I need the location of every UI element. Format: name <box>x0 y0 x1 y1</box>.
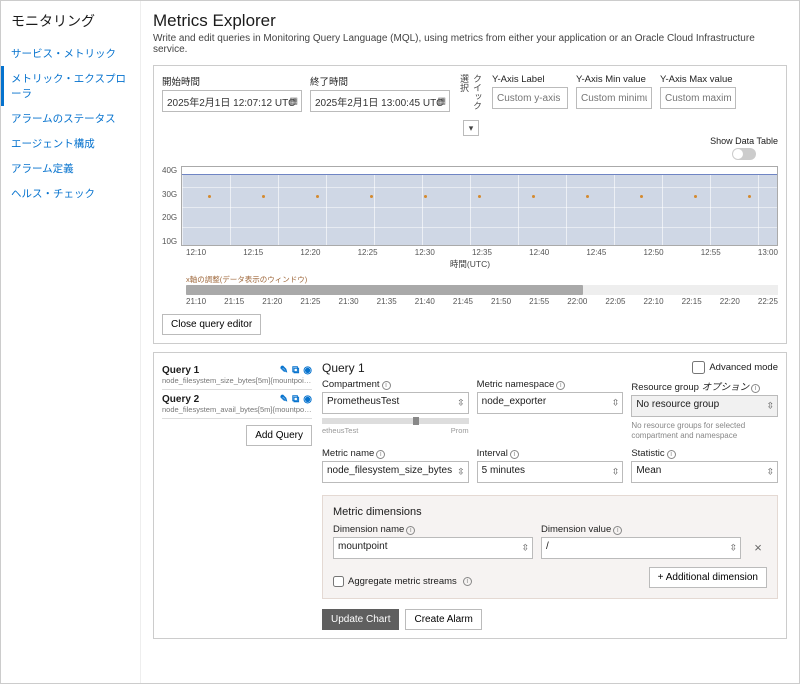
x-scroll-track[interactable] <box>186 285 778 295</box>
query-panel: Query 1 ✎ ⧉ ◉ node_filesystem_size_bytes… <box>153 352 787 639</box>
x-axis-bottom: 21:1021:1521:2021:2521:3021:3521:4021:45… <box>162 297 778 306</box>
compartment-select[interactable]: PrometheusTest <box>322 392 469 414</box>
sidebar-item-health-check[interactable]: ヘルス・チェック <box>1 181 140 206</box>
start-time-input[interactable] <box>162 90 302 112</box>
dimension-value-select[interactable]: / <box>541 537 741 559</box>
interval-label: Intervali <box>477 448 624 459</box>
info-icon[interactable]: i <box>556 381 565 390</box>
sidebar-item-agent-config[interactable]: エージェント構成 <box>1 131 140 156</box>
edit-icon[interactable]: ✎ <box>280 394 288 405</box>
resource-group-select[interactable]: No resource group <box>631 395 778 417</box>
info-icon[interactable]: i <box>463 577 472 586</box>
info-icon[interactable]: i <box>406 526 415 535</box>
yaxis-max-input[interactable] <box>660 87 736 109</box>
remove-dimension-button[interactable]: × <box>749 537 767 559</box>
resource-group-label: Resource group オプションi <box>631 379 778 393</box>
x-axis-top: 12:1012:1512:2012:2512:3012:3512:4012:45… <box>162 248 778 257</box>
aggregate-checkbox[interactable]: Aggregate metric streamsi <box>333 576 472 587</box>
yaxis-label-input[interactable] <box>492 87 568 109</box>
metric-name-label: Metric namei <box>322 448 469 459</box>
info-icon[interactable]: i <box>613 526 622 535</box>
copy-icon[interactable]: ⧉ <box>292 394 299 405</box>
end-time-label: 終了時間 <box>310 74 450 88</box>
sidebar-item-alarm-def[interactable]: アラーム定義 <box>1 156 140 181</box>
compartment-scroll[interactable] <box>322 418 469 424</box>
query-name: Query 1 <box>162 365 199 376</box>
quick-select: クイック選択 ▾ <box>458 74 484 136</box>
update-chart-button[interactable]: Update Chart <box>322 609 399 630</box>
dimension-name-label: Dimension namei <box>333 524 533 535</box>
page-title: Metrics Explorer <box>153 11 787 31</box>
main-content: Metrics Explorer Write and edit queries … <box>141 1 799 683</box>
end-time-input[interactable] <box>310 90 450 112</box>
sidebar-item-alarm-status[interactable]: アラームのステータス <box>1 106 140 131</box>
info-icon[interactable]: i <box>751 384 760 393</box>
info-icon[interactable]: i <box>376 450 385 459</box>
add-query-button[interactable]: Add Query <box>246 425 312 446</box>
info-icon[interactable]: i <box>667 450 676 459</box>
query-expression: node_filesystem_avail_bytes[5m]{mountpoi… <box>162 405 312 414</box>
y-axis: 40G 30G 20G 10G <box>162 166 181 246</box>
dimension-name-select[interactable]: mountpoint <box>333 537 533 559</box>
query-form: Advanced mode Query 1 Compartmenti Prome… <box>322 361 778 630</box>
quick-select-label: クイック選択 <box>458 74 484 118</box>
create-alarm-button[interactable]: Create Alarm <box>405 609 481 630</box>
sidebar: モニタリング サービス・メトリック メトリック・エクスプローラ アラームのステー… <box>1 1 141 683</box>
namespace-label: Metric namespacei <box>477 379 624 390</box>
query-list: Query 1 ✎ ⧉ ◉ node_filesystem_size_bytes… <box>162 361 312 630</box>
edit-icon[interactable]: ✎ <box>280 365 288 376</box>
metric-dimensions-box: Metric dimensions Dimension namei mountp… <box>322 495 778 599</box>
namespace-select[interactable]: node_exporter <box>477 392 624 414</box>
dimensions-title: Metric dimensions <box>333 506 767 518</box>
info-icon[interactable]: i <box>510 450 519 459</box>
page-desc: Write and edit queries in Monitoring Que… <box>153 33 787 55</box>
query-list-item[interactable]: Query 2 ✎ ⧉ ◉ node_filesystem_avail_byte… <box>162 390 312 419</box>
show-data-table-toggle[interactable]: Show Data Table <box>710 136 778 160</box>
advanced-mode-checkbox[interactable]: Advanced mode <box>692 361 778 374</box>
statistic-label: Statistici <box>631 448 778 459</box>
yaxis-min-input[interactable] <box>576 87 652 109</box>
info-icon[interactable]: i <box>382 381 391 390</box>
yaxis-min-label: Y-Axis Min value <box>576 74 652 85</box>
x-scroll-thumb[interactable] <box>186 285 583 295</box>
close-query-editor-button[interactable]: Close query editor <box>162 314 261 335</box>
metric-name-select[interactable]: node_filesystem_size_bytes <box>322 461 469 483</box>
statistic-select[interactable]: Mean <box>631 461 778 483</box>
x-axis-title: 時間(UTC) <box>162 258 778 270</box>
sidebar-title: モニタリング <box>1 11 140 41</box>
add-dimension-button[interactable]: + Additional dimension <box>649 567 767 588</box>
query-name: Query 2 <box>162 394 199 405</box>
interval-select[interactable]: 5 minutes <box>477 461 624 483</box>
chart-panel: 開始時間 ▦ 終了時間 ▦ クイック選択 ▾ Y-Axis Label Y-Ax… <box>153 65 787 344</box>
view-icon[interactable]: ◉ <box>303 365 312 376</box>
chart-plot[interactable] <box>181 166 778 246</box>
sidebar-item-service-metrics[interactable]: サービス・メトリック <box>1 41 140 66</box>
copy-icon[interactable]: ⧉ <box>292 365 299 376</box>
compartment-label: Compartmenti <box>322 379 469 390</box>
query-list-item[interactable]: Query 1 ✎ ⧉ ◉ node_filesystem_size_bytes… <box>162 361 312 390</box>
quick-select-button[interactable]: ▾ <box>463 120 479 136</box>
scroll-caption: x軸の調整(データ表示のウィンドウ) <box>186 274 778 285</box>
dimension-value-label: Dimension valuei <box>541 524 741 535</box>
chart-area: 40G 30G 20G 10G 12:1012:1512:2012:2512:3… <box>162 166 778 306</box>
query-expression: node_filesystem_size_bytes[5m]{mountpoin… <box>162 376 312 385</box>
yaxis-max-label: Y-Axis Max value <box>660 74 736 85</box>
start-time-label: 開始時間 <box>162 74 302 88</box>
yaxis-label-label: Y-Axis Label <box>492 74 568 85</box>
resource-group-helper: No resource groups for selected compartm… <box>631 421 778 440</box>
sidebar-item-metrics-explorer[interactable]: メトリック・エクスプローラ <box>1 66 140 106</box>
view-icon[interactable]: ◉ <box>303 394 312 405</box>
